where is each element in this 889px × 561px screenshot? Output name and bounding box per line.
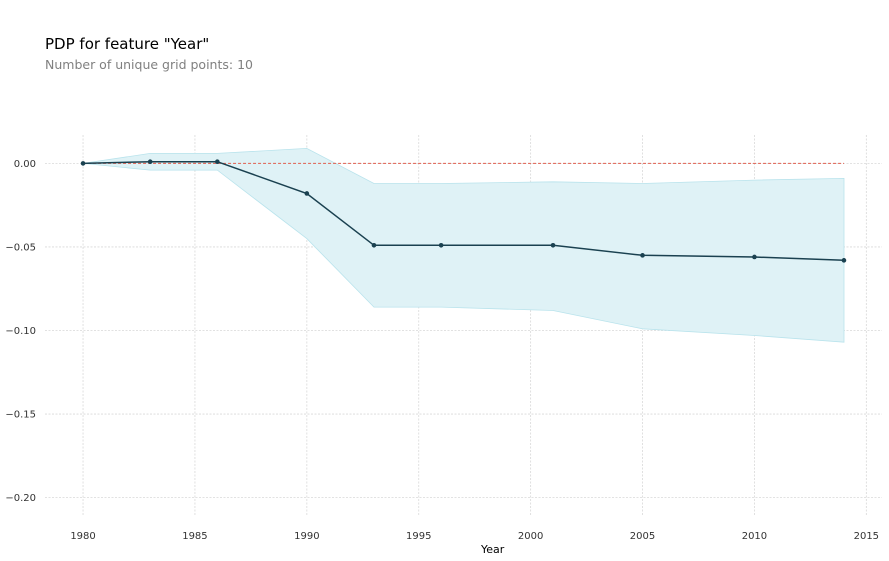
y-tick-label: −0.05 [5,242,36,253]
x-tick-label: 1990 [294,531,319,542]
y-tick-label: −0.20 [5,493,36,504]
chart-title: PDP for feature "Year" [45,35,210,53]
pdp-point [841,258,847,263]
chart-subtitle: Number of unique grid points: 10 [45,57,253,72]
pdp-point [371,242,377,248]
x-tick-label: 2000 [518,531,543,542]
x-tick-label: 1980 [70,531,95,542]
tick-label-layer: 1980 1985 1990 1995 2000 2005 2010 2015 0.00 −0.0… [5,159,879,542]
pdp-point [80,161,86,166]
pdp-line-layer [80,159,847,263]
pdp-point [215,159,220,165]
pdp-line [82,160,845,262]
x-tick-label: 1995 [406,531,431,542]
y-tick-label: −0.15 [5,410,36,421]
pdp-point [304,191,310,196]
x-tick-label: 1985 [182,531,207,542]
y-tick-label: −0.10 [5,326,36,337]
pdp-point [640,253,645,258]
x-tick-label: 2005 [630,531,655,542]
x-tick-label: 2010 [742,531,767,542]
pdp-point [438,242,444,248]
pdp-point [752,254,757,260]
y-tick-label: 0.00 [14,159,36,170]
x-axis-label: Year [480,543,505,556]
pdp-point [550,242,556,248]
pdp-point [147,159,153,165]
x-tick-label: 2015 [854,531,879,542]
